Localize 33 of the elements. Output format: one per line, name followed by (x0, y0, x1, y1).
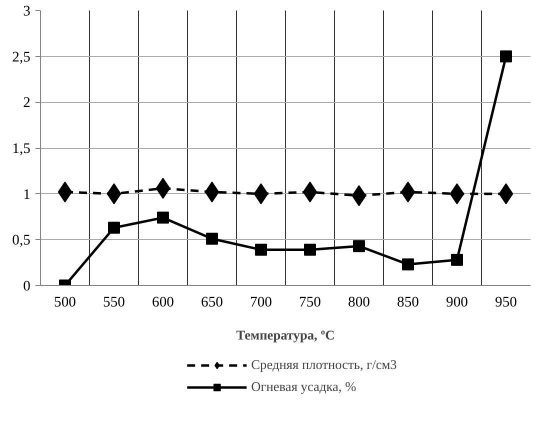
point (302, 182, 318, 202)
point (304, 244, 316, 256)
legend-label: Огневая усадка, % (251, 379, 356, 395)
x-tick-label: 850 (397, 294, 419, 310)
point (206, 232, 218, 245)
y-tick-label: 1,5 (12, 141, 31, 157)
point (353, 240, 365, 252)
x-tick-label: 500 (54, 294, 76, 310)
x-tick-label: 750 (299, 294, 321, 310)
y-tick-label: 0 (23, 278, 30, 294)
x-tick-label: 600 (152, 294, 174, 310)
x-tick-label: 900 (446, 294, 468, 310)
x-tick-label: 700 (250, 294, 272, 310)
point (204, 182, 220, 202)
y-tick-label: 2,5 (12, 49, 31, 66)
point (255, 244, 267, 256)
y-tick-label: 0,5 (12, 232, 31, 249)
point (402, 258, 414, 270)
point (108, 222, 120, 234)
point (58, 182, 72, 202)
x-tick-label: 650 (201, 294, 223, 310)
point (157, 212, 169, 224)
x-tick-label: 800 (348, 294, 370, 310)
point (400, 182, 416, 202)
x-tick-label: 550 (103, 294, 125, 310)
y-tick-label: 1 (23, 186, 30, 203)
y-tick-label: 2 (23, 95, 30, 112)
x-tick-label: 950 (495, 294, 517, 310)
point (451, 254, 463, 266)
point (500, 50, 512, 62)
legend-label: Средняя плотность, г/см3 (251, 357, 397, 373)
y-tick-label: 3 (23, 4, 30, 20)
x-axis-title: Температура, ºC (236, 328, 335, 342)
